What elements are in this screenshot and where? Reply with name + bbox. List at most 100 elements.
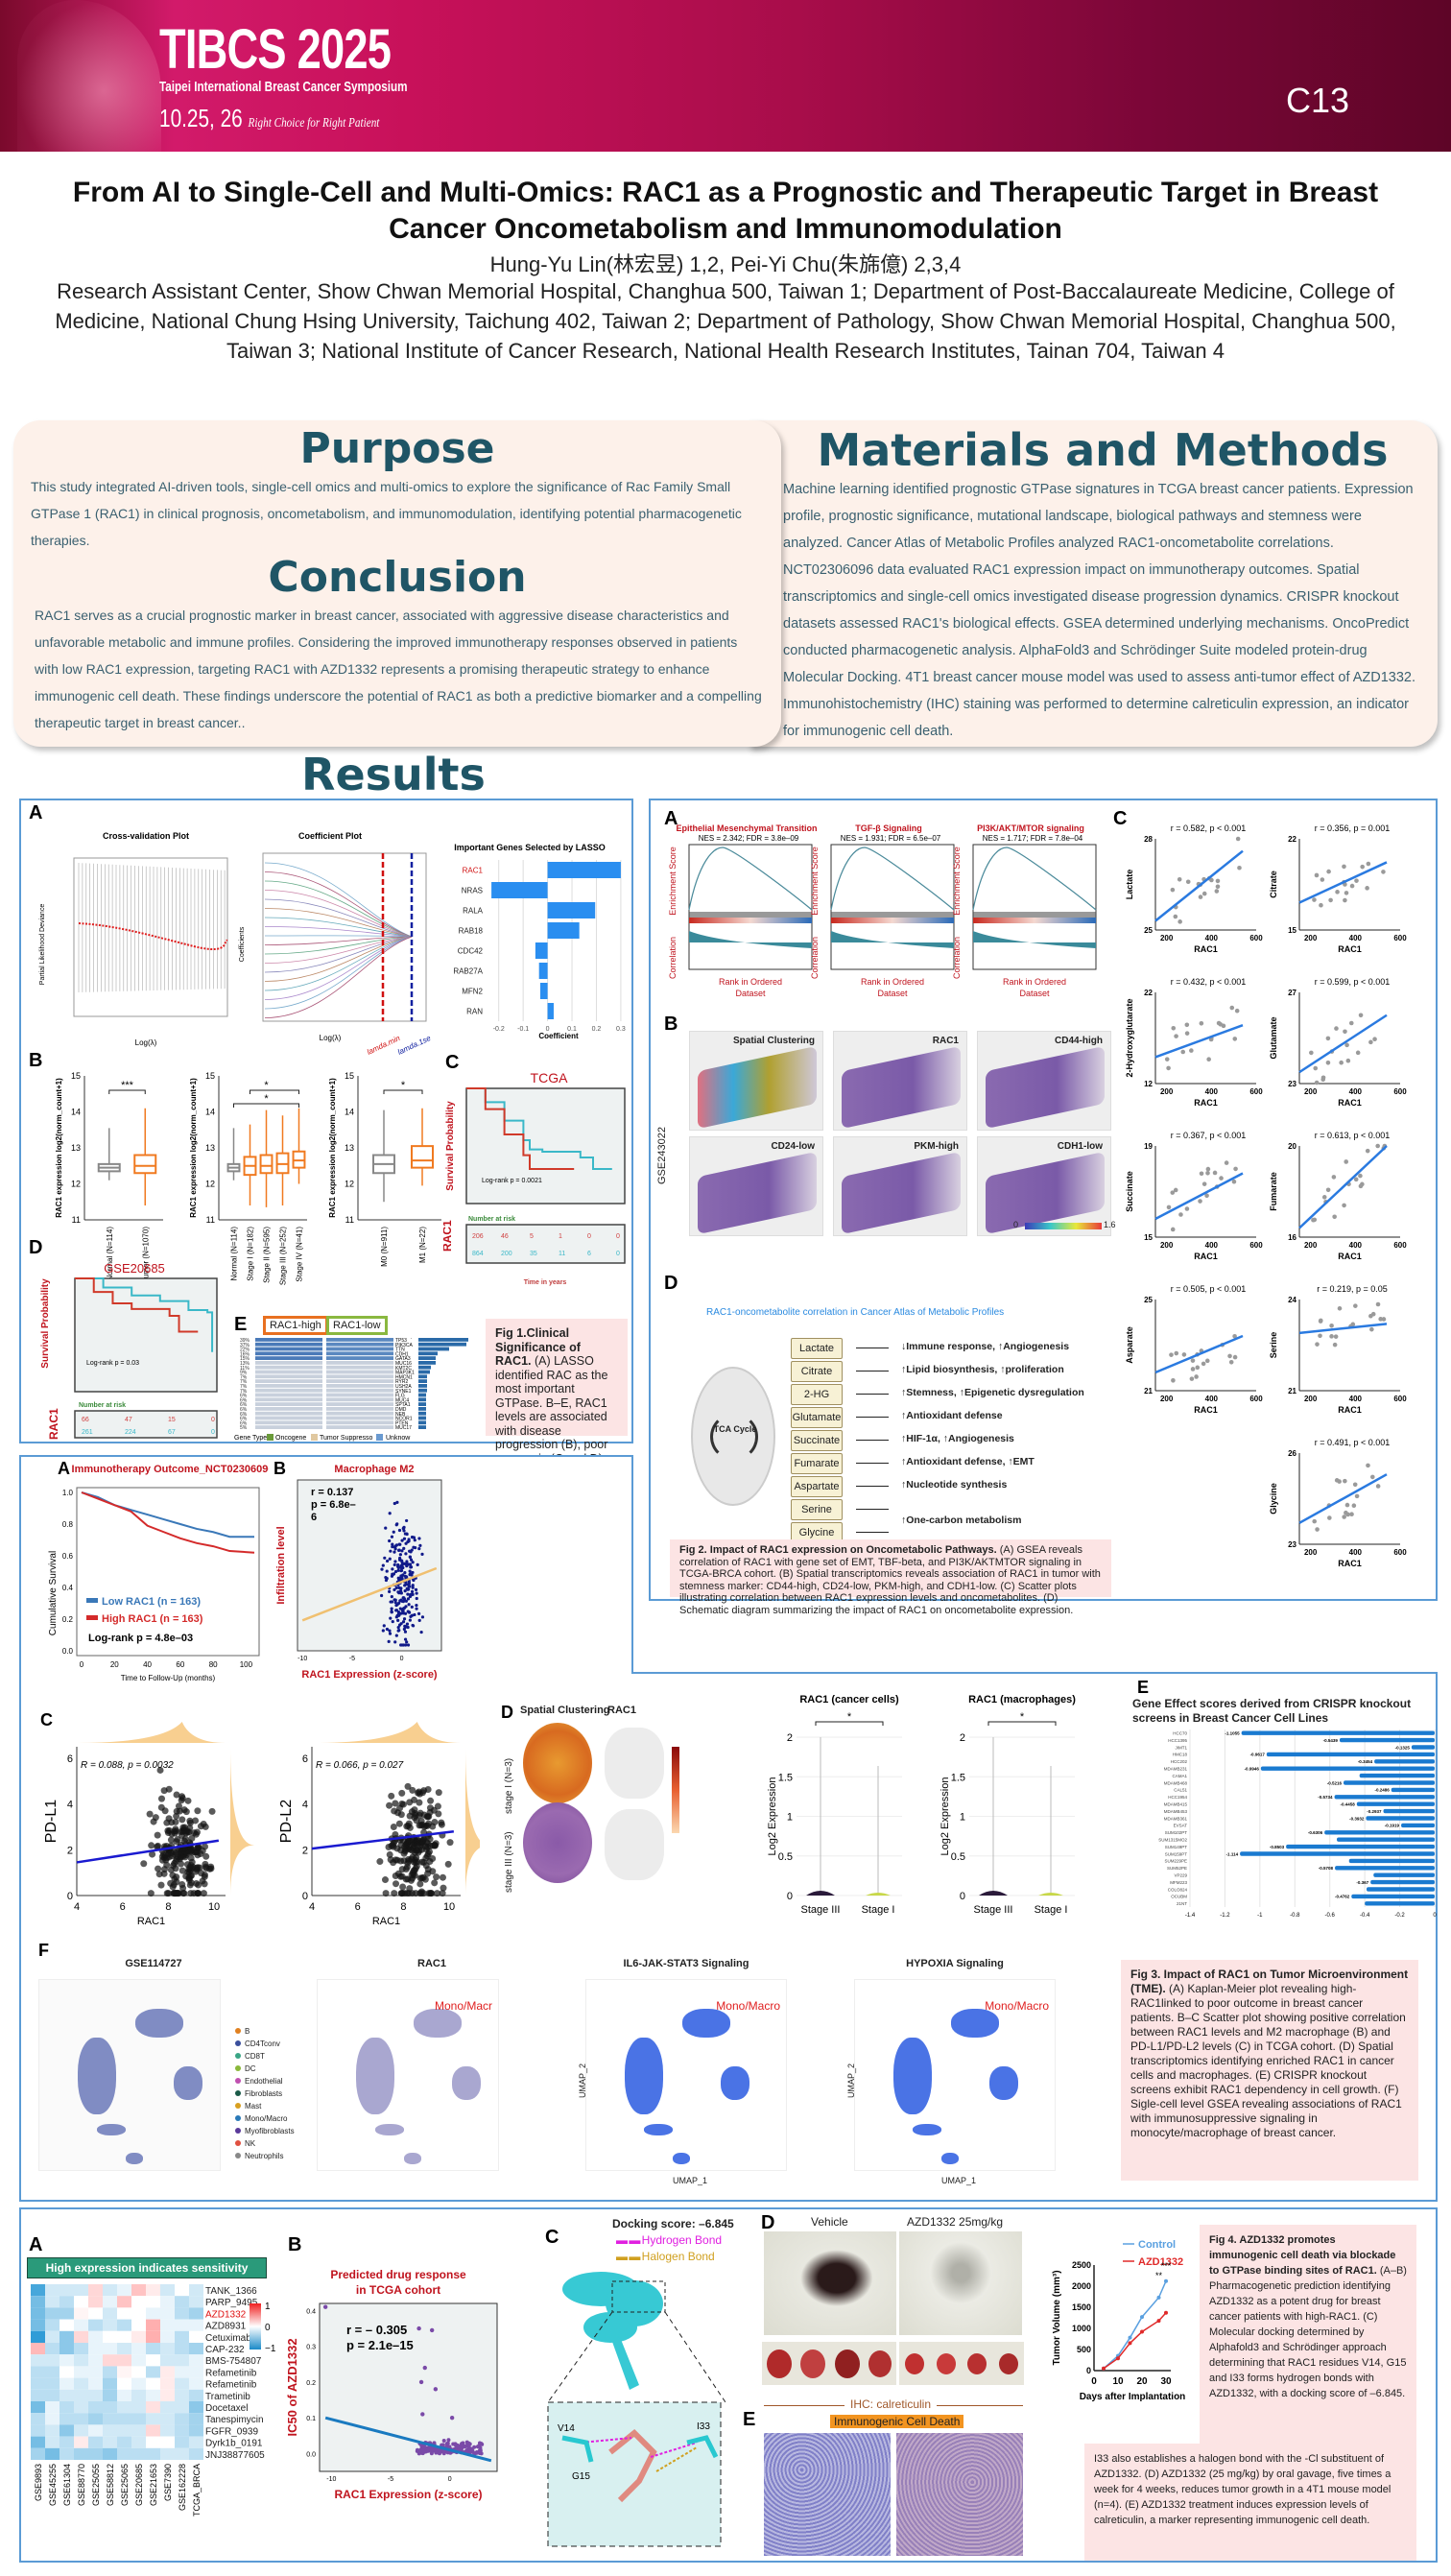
crispr-bar bbox=[1374, 1759, 1435, 1764]
heatmap-cell bbox=[59, 2284, 74, 2297]
pdl-fit-line bbox=[76, 1839, 220, 1864]
scatter-xtick: 400 bbox=[1349, 934, 1363, 942]
m2-point bbox=[397, 1528, 402, 1533]
heatmap-cell bbox=[59, 2354, 74, 2367]
crispr-xtick: -1 bbox=[1257, 1913, 1263, 1919]
sig-label: * bbox=[264, 1093, 269, 1105]
oncoprint-high-row bbox=[255, 1374, 322, 1379]
m2-point bbox=[410, 1548, 414, 1552]
pdl-point bbox=[422, 1854, 430, 1862]
m2-point bbox=[396, 1618, 400, 1622]
lasso-gene-label: CDC42 bbox=[458, 947, 484, 956]
heatmap-colorbar-tick: 0 bbox=[265, 2323, 271, 2333]
oncoprint-gene-label: CDH1 bbox=[395, 1351, 409, 1357]
legend-label: B bbox=[245, 2027, 250, 2036]
heatmap-cell bbox=[88, 2284, 103, 2297]
lasso-bar bbox=[547, 922, 580, 939]
crispr-cell-line: MFM223 bbox=[1170, 1880, 1187, 1885]
fig1-label-a: A bbox=[29, 802, 43, 823]
heatmap-cell bbox=[88, 2401, 103, 2414]
drug-xtick: -10 bbox=[326, 2476, 336, 2483]
lasso-gene-label: RAB18 bbox=[459, 927, 484, 936]
heatmap-cell bbox=[88, 2377, 103, 2390]
violin-ytick: 1.5 bbox=[951, 1772, 965, 1783]
heatmap-cell bbox=[175, 2377, 189, 2390]
m2-point bbox=[383, 1556, 387, 1560]
mutation-pct: 6% bbox=[240, 1402, 248, 1408]
heatmap-cell bbox=[175, 2354, 189, 2367]
pdl-point bbox=[154, 1831, 161, 1839]
scatter-ytick: 24 bbox=[1288, 1296, 1296, 1304]
gse-risk-label: Number at risk bbox=[79, 1402, 126, 1409]
box-category-label: Tumor (N=1070) bbox=[141, 1227, 150, 1283]
km-frame bbox=[76, 1487, 260, 1657]
m2-point bbox=[407, 1603, 411, 1607]
pdl-point bbox=[202, 1843, 209, 1850]
m2-point bbox=[389, 1616, 392, 1620]
lasso-gene-label: RAB27A bbox=[453, 967, 483, 976]
oncoprint-low-row bbox=[326, 1384, 393, 1388]
lasso-bar bbox=[547, 902, 596, 918]
scatter-stat: r = 0.505, p < 0.001 bbox=[1171, 1284, 1247, 1294]
drug-point bbox=[446, 2438, 451, 2443]
scatter-xlabel: RAC1 bbox=[1194, 1252, 1218, 1261]
m2-point bbox=[397, 1601, 401, 1605]
violin-stage3 bbox=[806, 1891, 835, 1896]
xbond-legend: ▬ ▬ Halogen Bond bbox=[616, 2250, 715, 2263]
scatter-point bbox=[1184, 1031, 1190, 1036]
conclusion-heading: Conclusion bbox=[268, 553, 527, 602]
pdl-point bbox=[406, 1885, 414, 1893]
pdl-xtick: 8 bbox=[400, 1901, 406, 1913]
gsea-ylabel-top: Enrichment Score bbox=[810, 847, 820, 916]
oncoprint-low-row bbox=[326, 1351, 393, 1356]
cv-plot: Cross-validation Plot Partial Likelihood… bbox=[39, 831, 228, 1047]
pdl-point bbox=[174, 1836, 181, 1844]
mutation-pct: 7% bbox=[240, 1389, 248, 1395]
heatmap-cell bbox=[88, 2296, 103, 2308]
m2-point bbox=[382, 1624, 386, 1628]
scatter-point bbox=[1237, 865, 1242, 871]
scatter-ytick: 12 bbox=[1144, 1080, 1153, 1088]
pdl-point bbox=[429, 1855, 437, 1863]
fig1-label-b: B bbox=[29, 1050, 43, 1071]
mutation-pct: 7% bbox=[240, 1374, 248, 1380]
gsea-stats: NES = 1.931; FDR = 6.5e–07 bbox=[841, 834, 941, 843]
m2-point bbox=[400, 1574, 404, 1578]
xbond-label: Halogen Bond bbox=[641, 2250, 715, 2263]
heatmap-cell bbox=[31, 2447, 45, 2460]
scatter-ylabel: Serine bbox=[1269, 1332, 1278, 1359]
tcga-risk-table bbox=[465, 1224, 626, 1264]
gsea-title: TGF-β Signaling bbox=[855, 823, 922, 833]
pdl-point bbox=[439, 1890, 446, 1897]
arrow-icon bbox=[856, 1394, 889, 1395]
pdl-stat: R = 0.066, p = 0.027 bbox=[316, 1760, 404, 1771]
tumor-icon bbox=[905, 2352, 925, 2374]
heatmap-cell bbox=[103, 2413, 117, 2425]
heatmap-cell bbox=[74, 2389, 88, 2401]
pdl-scatter-plots: R = 0.088, p = 0.0032 0 2 4 6 4 6 8 10 PD-L1 RAC1 R… bbox=[43, 1722, 480, 1927]
coef-path bbox=[264, 917, 413, 938]
methods-heading: Materials and Methods bbox=[817, 424, 1389, 476]
crispr-bar bbox=[1411, 1745, 1435, 1750]
m2-point bbox=[402, 1537, 407, 1540]
pdl-point bbox=[152, 1814, 159, 1822]
density-top bbox=[312, 1722, 461, 1743]
crispr-value-label: -1.114 bbox=[1226, 1851, 1239, 1856]
pdl-point bbox=[431, 1879, 439, 1887]
pdl-point bbox=[433, 1873, 440, 1881]
umap-cluster bbox=[97, 2124, 126, 2135]
pdl-point bbox=[419, 1873, 427, 1881]
coef-path bbox=[264, 890, 413, 938]
scatter-xtick: 200 bbox=[1160, 934, 1174, 942]
m2-point bbox=[400, 1538, 404, 1542]
legend-swatch-tsg bbox=[311, 1434, 318, 1441]
d-spatial-title: Spatial Clustering bbox=[520, 1705, 610, 1716]
m2-point bbox=[409, 1572, 413, 1576]
drug-ytick: 0.3 bbox=[306, 2345, 316, 2351]
scatter-point bbox=[1319, 902, 1323, 908]
scatter-xlabel: RAC1 bbox=[1194, 1405, 1218, 1415]
stage3-spatial-cluster bbox=[523, 1802, 592, 1883]
heatmap-cell bbox=[175, 2389, 189, 2401]
lasso-gene-label: RAN bbox=[466, 1008, 483, 1016]
crispr-cell-line: CAL51 bbox=[1174, 1788, 1187, 1793]
